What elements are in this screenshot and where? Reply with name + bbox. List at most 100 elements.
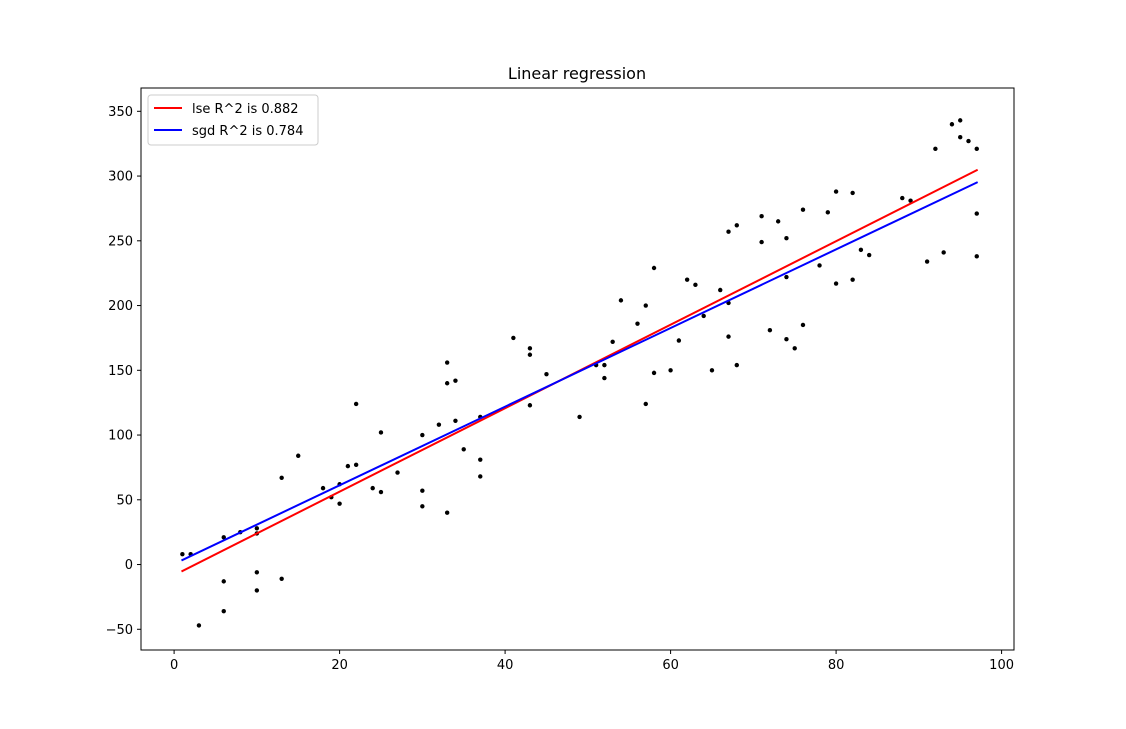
legend-label: lse R^2 is 0.882 xyxy=(192,102,299,117)
data-point xyxy=(378,430,384,435)
data-point xyxy=(453,378,458,383)
data-point xyxy=(966,138,971,144)
data-point xyxy=(908,198,913,203)
data-point xyxy=(353,462,359,468)
y-tick-label: 300 xyxy=(108,170,133,185)
regression-lines xyxy=(181,168,979,573)
x-tick-label: 20 xyxy=(331,658,348,673)
data-point xyxy=(709,368,715,373)
axes: 0 20 40 60 80 100 −50 0 50 100 150 200 250 300 350 xyxy=(106,105,1014,673)
data-point xyxy=(726,229,731,234)
data-point xyxy=(668,368,673,373)
data-point xyxy=(444,381,450,386)
data-point xyxy=(949,122,955,127)
data-point xyxy=(337,501,342,506)
data-point xyxy=(254,526,260,531)
data-point xyxy=(461,447,466,452)
x-tick-label: 40 xyxy=(497,658,514,673)
data-point xyxy=(577,414,582,420)
data-point xyxy=(320,485,326,491)
data-point xyxy=(643,303,648,308)
data-point xyxy=(858,247,864,253)
scatter-points xyxy=(180,118,979,628)
data-point xyxy=(941,250,946,255)
data-point xyxy=(420,488,425,493)
data-point xyxy=(511,335,516,341)
y-tick-label: 200 xyxy=(108,299,133,314)
data-point xyxy=(610,339,615,345)
data-point xyxy=(833,281,839,286)
data-point xyxy=(527,346,533,351)
data-point xyxy=(527,403,533,408)
data-point xyxy=(958,118,963,123)
legend-label: sgd R^2 is 0.784 xyxy=(192,124,303,139)
data-point xyxy=(792,346,797,351)
data-point xyxy=(180,551,185,557)
data-point xyxy=(420,504,425,509)
data-point xyxy=(436,422,442,427)
series-line xyxy=(181,181,979,562)
data-point xyxy=(196,623,202,628)
data-point xyxy=(775,219,781,224)
x-tick-label: 60 xyxy=(662,658,679,673)
data-point xyxy=(825,210,831,215)
data-point xyxy=(478,474,483,479)
data-point xyxy=(933,146,938,152)
data-point xyxy=(958,135,963,140)
data-point xyxy=(353,401,359,407)
y-tick-label: 350 xyxy=(108,105,133,120)
data-point xyxy=(453,418,458,423)
data-point xyxy=(602,362,607,368)
data-point xyxy=(684,277,690,282)
data-point xyxy=(395,470,400,475)
data-point xyxy=(254,570,260,575)
data-point xyxy=(974,146,979,152)
data-point xyxy=(345,463,351,469)
data-point xyxy=(676,338,682,343)
data-point xyxy=(924,259,930,264)
legend-box xyxy=(147,94,319,146)
data-point xyxy=(759,239,764,245)
data-point xyxy=(866,252,872,258)
data-point xyxy=(643,401,648,407)
data-point xyxy=(850,190,855,196)
data-point xyxy=(444,360,450,365)
data-point xyxy=(734,362,739,368)
data-point xyxy=(221,579,226,584)
plot-frame xyxy=(140,87,1015,651)
data-point xyxy=(444,510,450,515)
y-tick-label: 0 xyxy=(125,558,133,573)
data-point xyxy=(734,223,739,228)
data-point xyxy=(900,195,905,201)
data-point xyxy=(701,313,706,319)
chart-title: Linear regression xyxy=(508,64,646,83)
y-tick-label: −50 xyxy=(106,623,133,638)
data-point xyxy=(527,352,533,357)
data-point xyxy=(759,213,764,219)
data-point xyxy=(974,211,979,216)
data-point xyxy=(726,334,731,339)
data-point xyxy=(370,485,375,491)
data-point xyxy=(784,274,789,280)
data-point xyxy=(651,265,657,271)
data-point xyxy=(800,322,806,328)
data-point xyxy=(279,576,284,581)
x-tick-label: 0 xyxy=(170,658,178,673)
data-point xyxy=(635,321,640,326)
data-point xyxy=(651,370,657,376)
data-point xyxy=(718,287,723,293)
y-tick-label: 250 xyxy=(108,234,133,249)
data-point xyxy=(279,475,284,480)
data-point xyxy=(833,189,839,194)
data-point xyxy=(478,457,483,462)
data-point xyxy=(784,236,789,241)
data-point xyxy=(817,263,822,268)
data-point xyxy=(544,371,549,377)
y-tick-label: 50 xyxy=(116,493,133,508)
legend: lse R^2 is 0.882 sgd R^2 is 0.784 xyxy=(147,94,319,146)
data-point xyxy=(221,535,226,540)
x-tick-label: 100 xyxy=(989,658,1014,673)
data-point xyxy=(420,432,425,438)
data-point xyxy=(602,375,607,381)
